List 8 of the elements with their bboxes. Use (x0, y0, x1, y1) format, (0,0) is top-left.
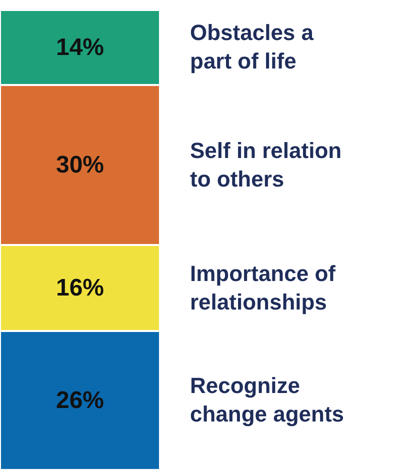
data-label: 16% (56, 274, 104, 302)
data-label: 30% (56, 152, 104, 178)
series-label: Importance of relationships (190, 261, 336, 315)
series-label: Recognize change agents (190, 373, 344, 427)
series-label: Self in relation to others (190, 138, 342, 192)
series-label: Obstacles a part of life (190, 20, 314, 74)
data-label: 26% (56, 387, 104, 414)
data-label: 14% (56, 34, 104, 61)
